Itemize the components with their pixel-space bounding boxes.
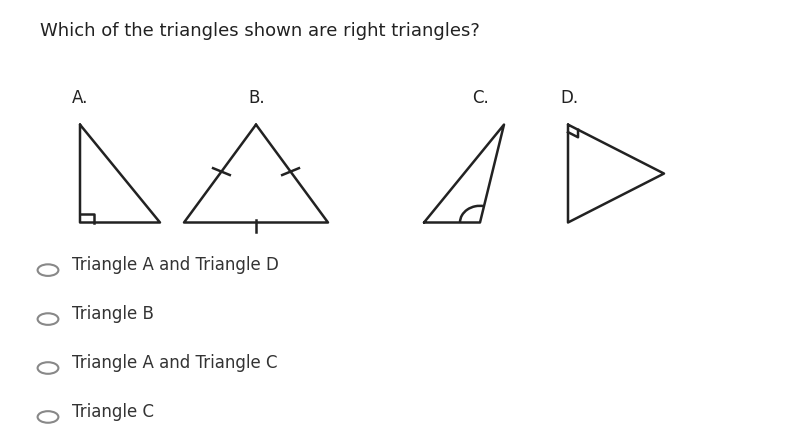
Text: Triangle B: Triangle B (72, 305, 154, 323)
Text: A.: A. (72, 89, 88, 107)
Text: Triangle C: Triangle C (72, 403, 154, 421)
Text: Which of the triangles shown are right triangles?: Which of the triangles shown are right t… (40, 22, 480, 40)
Text: B.: B. (248, 89, 265, 107)
Text: D.: D. (560, 89, 578, 107)
Text: Triangle A and Triangle C: Triangle A and Triangle C (72, 354, 278, 372)
Text: C.: C. (472, 89, 489, 107)
Text: Triangle A and Triangle D: Triangle A and Triangle D (72, 256, 279, 274)
